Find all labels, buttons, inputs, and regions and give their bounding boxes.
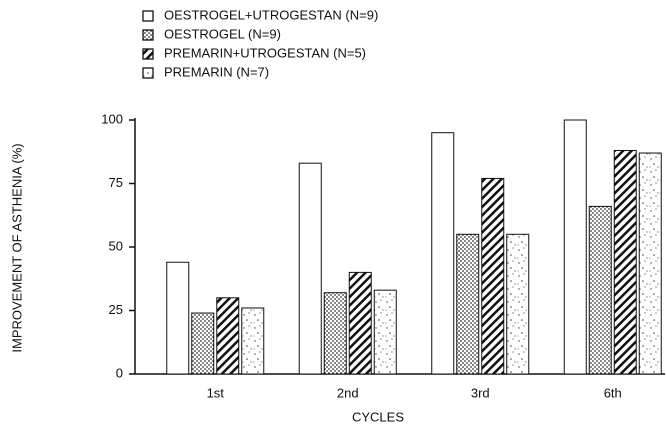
legend-label: OESTROGEL (N=9) xyxy=(164,26,281,41)
legend-label: OESTROGEL+UTROGESTAN (N=9) xyxy=(164,7,378,22)
y-tick-label: 50 xyxy=(109,238,123,253)
bar xyxy=(191,312,215,375)
y-tick-label: 0 xyxy=(116,365,123,380)
bar xyxy=(456,233,480,375)
bar xyxy=(373,289,397,375)
bar xyxy=(241,307,265,375)
bar xyxy=(166,261,190,375)
legend-swatch xyxy=(142,67,154,79)
bar xyxy=(348,271,372,375)
x-tick-label: 6th xyxy=(604,385,622,400)
bar xyxy=(323,292,347,375)
bar xyxy=(563,119,587,375)
y-axis-label: IMPROVEMENT OF ASTHENIA (%) xyxy=(9,143,24,352)
x-axis-label: CYCLES xyxy=(352,409,404,424)
bar xyxy=(588,205,612,375)
legend-swatch xyxy=(142,10,154,22)
bar xyxy=(298,162,322,375)
legend-swatch xyxy=(142,29,154,41)
x-tick-label: 2nd xyxy=(337,385,359,400)
bar xyxy=(613,149,637,375)
legend-label: PREMARIN (N=7) xyxy=(164,64,269,79)
x-tick-label: 3rd xyxy=(471,385,490,400)
bar xyxy=(638,152,662,375)
y-tick-label: 75 xyxy=(109,175,123,190)
legend-label: PREMARIN+UTROGESTAN (N=5) xyxy=(164,45,366,60)
x-tick-label: 1st xyxy=(207,385,225,400)
bar xyxy=(481,177,505,375)
bar xyxy=(431,132,455,375)
legend-swatch xyxy=(142,48,154,60)
y-tick-label: 100 xyxy=(101,111,123,126)
bar xyxy=(216,297,240,375)
y-tick-label: 25 xyxy=(109,302,123,317)
bar xyxy=(506,233,530,375)
